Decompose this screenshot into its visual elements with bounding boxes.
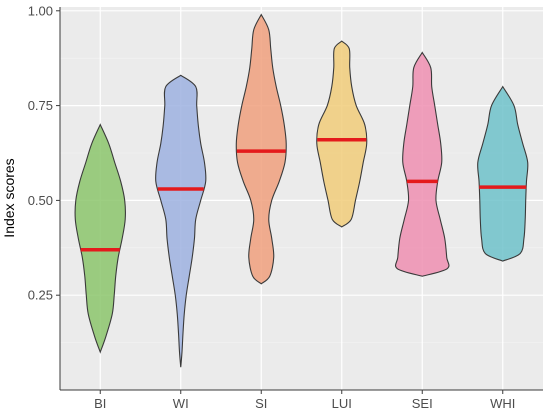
violin-body [477,85,529,262]
y-tick-label: 0.50 [28,193,53,208]
violins [74,13,529,368]
x-axis: BI WI SI LUI SEI WHI [60,389,543,411]
violin-body [395,51,450,277]
x-tick-label: WHI [490,396,515,411]
violin-sei [395,51,450,277]
violin-lui [316,40,368,228]
violin-body [74,123,126,354]
violin-bi [74,123,126,354]
y-tick-label: 1.00 [28,3,53,18]
y-tick-label: 0.75 [28,98,53,113]
x-tick-label: SEI [412,396,433,411]
y-axis-title: Index scores [1,158,17,237]
violin-body [155,74,207,368]
y-axis: 0.25 0.50 0.75 1.00 [28,3,61,390]
plot-panel [60,7,543,390]
x-tick-label: WI [173,396,189,411]
violin-wi [155,74,207,368]
x-tick-label: SI [255,396,267,411]
violin-body [316,40,368,228]
y-tick-label: 0.25 [28,288,53,303]
violin-whi [477,85,529,262]
x-tick-label: LUI [332,396,352,411]
violin-body [235,13,287,285]
violin-si [235,13,287,285]
x-tick-label: BI [94,396,106,411]
